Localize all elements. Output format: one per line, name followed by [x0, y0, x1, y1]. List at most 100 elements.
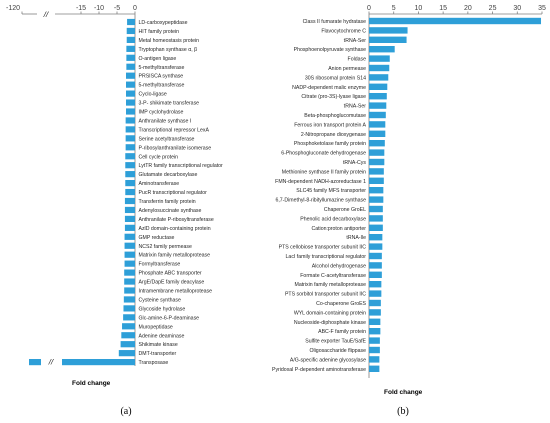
x-tick-label: 0 — [367, 5, 371, 12]
bar — [369, 318, 381, 325]
category-label: 30S ribosomal protein S14 — [305, 75, 366, 81]
bar — [369, 252, 382, 260]
category-label: LytTR family transcriptional regulator — [139, 163, 224, 169]
bar — [118, 350, 135, 357]
bar — [369, 205, 383, 213]
category-label: GMP reductase — [139, 235, 175, 241]
category-label: Cation:proton antiporter — [311, 226, 366, 232]
bar — [124, 242, 135, 249]
category-label: HIT family protein — [139, 29, 180, 35]
category-label: Foldase — [348, 57, 367, 63]
category-label: Transposase — [139, 360, 169, 366]
bar — [369, 46, 395, 53]
bar — [124, 197, 135, 205]
bar — [124, 251, 135, 258]
category-label: DMT-transporter — [139, 351, 177, 357]
bar — [369, 130, 386, 137]
bar — [369, 177, 384, 184]
category-label: Transferrin family protein — [139, 199, 196, 205]
bar — [369, 111, 386, 119]
bar — [126, 54, 135, 61]
category-label: Metal homeostasis protein — [139, 38, 200, 44]
x-axis-title: Fold change — [72, 380, 111, 387]
category-label: Intramembrane metalloprotease — [139, 289, 213, 295]
category-label: Phenolic acid decarboxylase — [300, 216, 366, 222]
bar — [125, 144, 135, 151]
panel-label: (b) — [397, 406, 409, 417]
category-label: NCS2 family permease — [139, 244, 192, 250]
bar — [369, 309, 381, 316]
panel-label: (a) — [120, 406, 131, 417]
category-label: Pyridoxal P-dependent aminotransferase — [272, 367, 366, 373]
category-label: NADP-dependent malic enzyme — [292, 85, 366, 91]
category-label: LacI family transcriptional regulator — [286, 254, 367, 260]
category-label: PTS cellobiose transporter subunit IIC — [279, 245, 367, 251]
category-label: Matrixin family metalloprotease — [295, 282, 367, 288]
bar — [126, 81, 135, 88]
category-label: 5-methyltransferase — [139, 83, 185, 89]
category-label: Glc-amine-6-P-deaminase — [139, 315, 200, 321]
category-label: Cell cycle protein — [139, 154, 179, 160]
x-tick-label: -5 — [114, 5, 120, 12]
category-label: PRSISCA synthase — [139, 74, 184, 80]
bar — [125, 117, 135, 124]
bar — [126, 45, 135, 52]
category-label: 6-Phosphogluconate dehydrogenase — [281, 151, 366, 157]
x-tick-label: -15 — [76, 5, 86, 12]
bar — [369, 83, 388, 90]
bar — [369, 215, 383, 222]
x-tick-label: 5 — [392, 5, 396, 12]
x-tick-label: 25 — [489, 5, 497, 12]
category-label: Tryptophan synthase α, β — [139, 47, 198, 53]
bar — [369, 27, 408, 34]
bar — [124, 278, 135, 285]
x-tick-label: -10 — [94, 5, 104, 12]
category-label: Phosphoenolpyruvate synthase — [294, 47, 367, 53]
bar — [369, 346, 380, 354]
bar — [369, 149, 385, 156]
bar — [29, 359, 41, 366]
bar — [369, 187, 384, 194]
bar — [123, 305, 135, 312]
bar — [124, 287, 135, 294]
bar — [126, 108, 135, 115]
x-tick-label: 30 — [513, 5, 521, 12]
category-label: LD-carboxypeptidase — [139, 20, 188, 26]
category-label: Glutamate decarboxylase — [139, 172, 198, 178]
category-label: A/G-specific adenine glycosylase — [290, 357, 366, 363]
x-tick-label: 10 — [415, 5, 423, 12]
bar — [120, 341, 135, 348]
bar — [125, 180, 135, 187]
category-label: 2-Nitropropane dioxygenase — [301, 132, 366, 138]
bar — [369, 290, 382, 297]
bar — [123, 296, 135, 303]
category-label: ABC-F family protein — [318, 329, 366, 335]
category-label: Anthranilate synthase I — [139, 118, 192, 124]
category-label: tRNA-Ile — [346, 235, 366, 241]
bar — [369, 64, 390, 72]
bar — [126, 72, 135, 79]
category-label: tRNA-Ser — [344, 104, 366, 110]
category-label: Anthranilate P-ribosyltransferase — [139, 217, 214, 223]
bar — [369, 102, 387, 109]
bar — [124, 269, 135, 276]
bar — [369, 224, 383, 231]
bar — [369, 328, 381, 335]
bar — [369, 93, 387, 100]
bar — [369, 299, 381, 307]
bar — [125, 153, 135, 160]
x-tick-label: -120 — [6, 5, 20, 12]
category-label: IMP cyclohydrolase — [139, 110, 184, 116]
bar — [369, 196, 384, 203]
bar — [125, 188, 135, 196]
category-label: 6,7-Dimethyl-8-ribityllumazine synthase — [275, 198, 366, 204]
category-label: Chaperone GroEL — [324, 207, 366, 213]
category-label: SLC45 family MFS transporter — [296, 188, 366, 194]
bar — [124, 224, 135, 231]
x-axis-title: Fold change — [384, 389, 423, 396]
bar — [369, 356, 380, 363]
bar — [369, 365, 380, 372]
bar — [126, 27, 135, 35]
bar — [126, 36, 135, 43]
